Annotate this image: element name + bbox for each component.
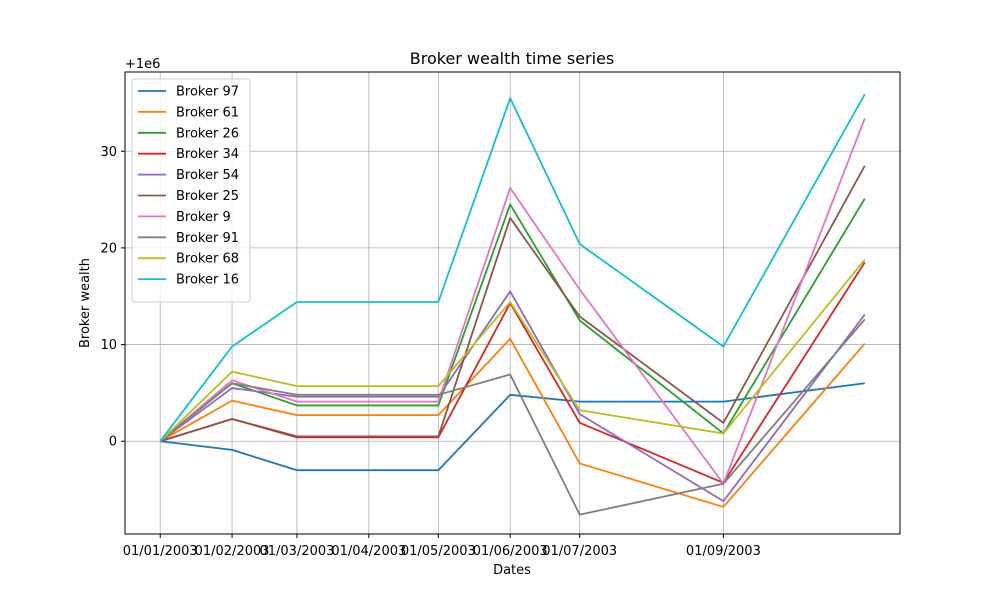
x-tick-label: 01/09/2003 bbox=[686, 544, 761, 559]
y-tick-label: 10 bbox=[100, 338, 117, 353]
series-lines bbox=[159, 93, 866, 516]
series-line-broker-61 bbox=[159, 337, 866, 508]
series-line-broker-97 bbox=[160, 382, 865, 472]
plot-frame bbox=[124, 71, 901, 535]
x-tick-label: 01/03/2003 bbox=[259, 544, 334, 559]
series-line-broker-68 bbox=[159, 258, 866, 442]
y-offset-label: +1e6 bbox=[125, 57, 160, 72]
series-line-broker-91 bbox=[159, 318, 866, 516]
legend-label-broker-68: Broker 68 bbox=[176, 252, 239, 267]
legend-label-broker-9: Broker 9 bbox=[176, 210, 231, 225]
legend: Broker 97 Broker 61 Broker 26 Broker 34 Brok… bbox=[131, 78, 251, 303]
x-axis-ticks: 01/01/200301/02/200301/03/200301/04/2003… bbox=[123, 534, 761, 559]
grid bbox=[125, 72, 900, 534]
chart-title: Broker wealth time series bbox=[410, 49, 615, 68]
series-line-broker-25 bbox=[159, 165, 866, 443]
legend-label-broker-26: Broker 26 bbox=[176, 126, 239, 141]
legend-label-broker-54: Broker 54 bbox=[176, 168, 239, 183]
y-tick-label: 20 bbox=[100, 241, 117, 256]
x-axis-label: Dates bbox=[493, 563, 531, 578]
y-axis-label: Broker wealth bbox=[78, 258, 93, 348]
series-line-broker-16 bbox=[159, 93, 866, 442]
x-tick-label: 01/02/2003 bbox=[195, 544, 270, 559]
legend-label-broker-97: Broker 97 bbox=[176, 85, 239, 100]
legend-label-broker-61: Broker 61 bbox=[176, 105, 239, 120]
x-tick-label: 01/04/2003 bbox=[331, 544, 406, 559]
y-tick-label: 30 bbox=[100, 145, 117, 160]
legend-box bbox=[131, 78, 251, 303]
x-tick-label: 01/06/2003 bbox=[473, 544, 548, 559]
y-axis-ticks: 0 10 20 30 bbox=[100, 145, 125, 450]
legend-label-broker-91: Broker 91 bbox=[176, 231, 239, 246]
series-line-broker-54 bbox=[159, 290, 866, 503]
x-tick-label: 01/07/2003 bbox=[542, 544, 617, 559]
x-tick-label: 01/01/2003 bbox=[123, 544, 198, 559]
y-tick-label: 0 bbox=[109, 435, 117, 450]
legend-label-broker-25: Broker 25 bbox=[176, 189, 239, 204]
x-tick-label: 01/05/2003 bbox=[401, 544, 476, 559]
legend-label-broker-16: Broker 16 bbox=[176, 273, 239, 288]
legend-label-broker-34: Broker 34 bbox=[176, 147, 239, 162]
